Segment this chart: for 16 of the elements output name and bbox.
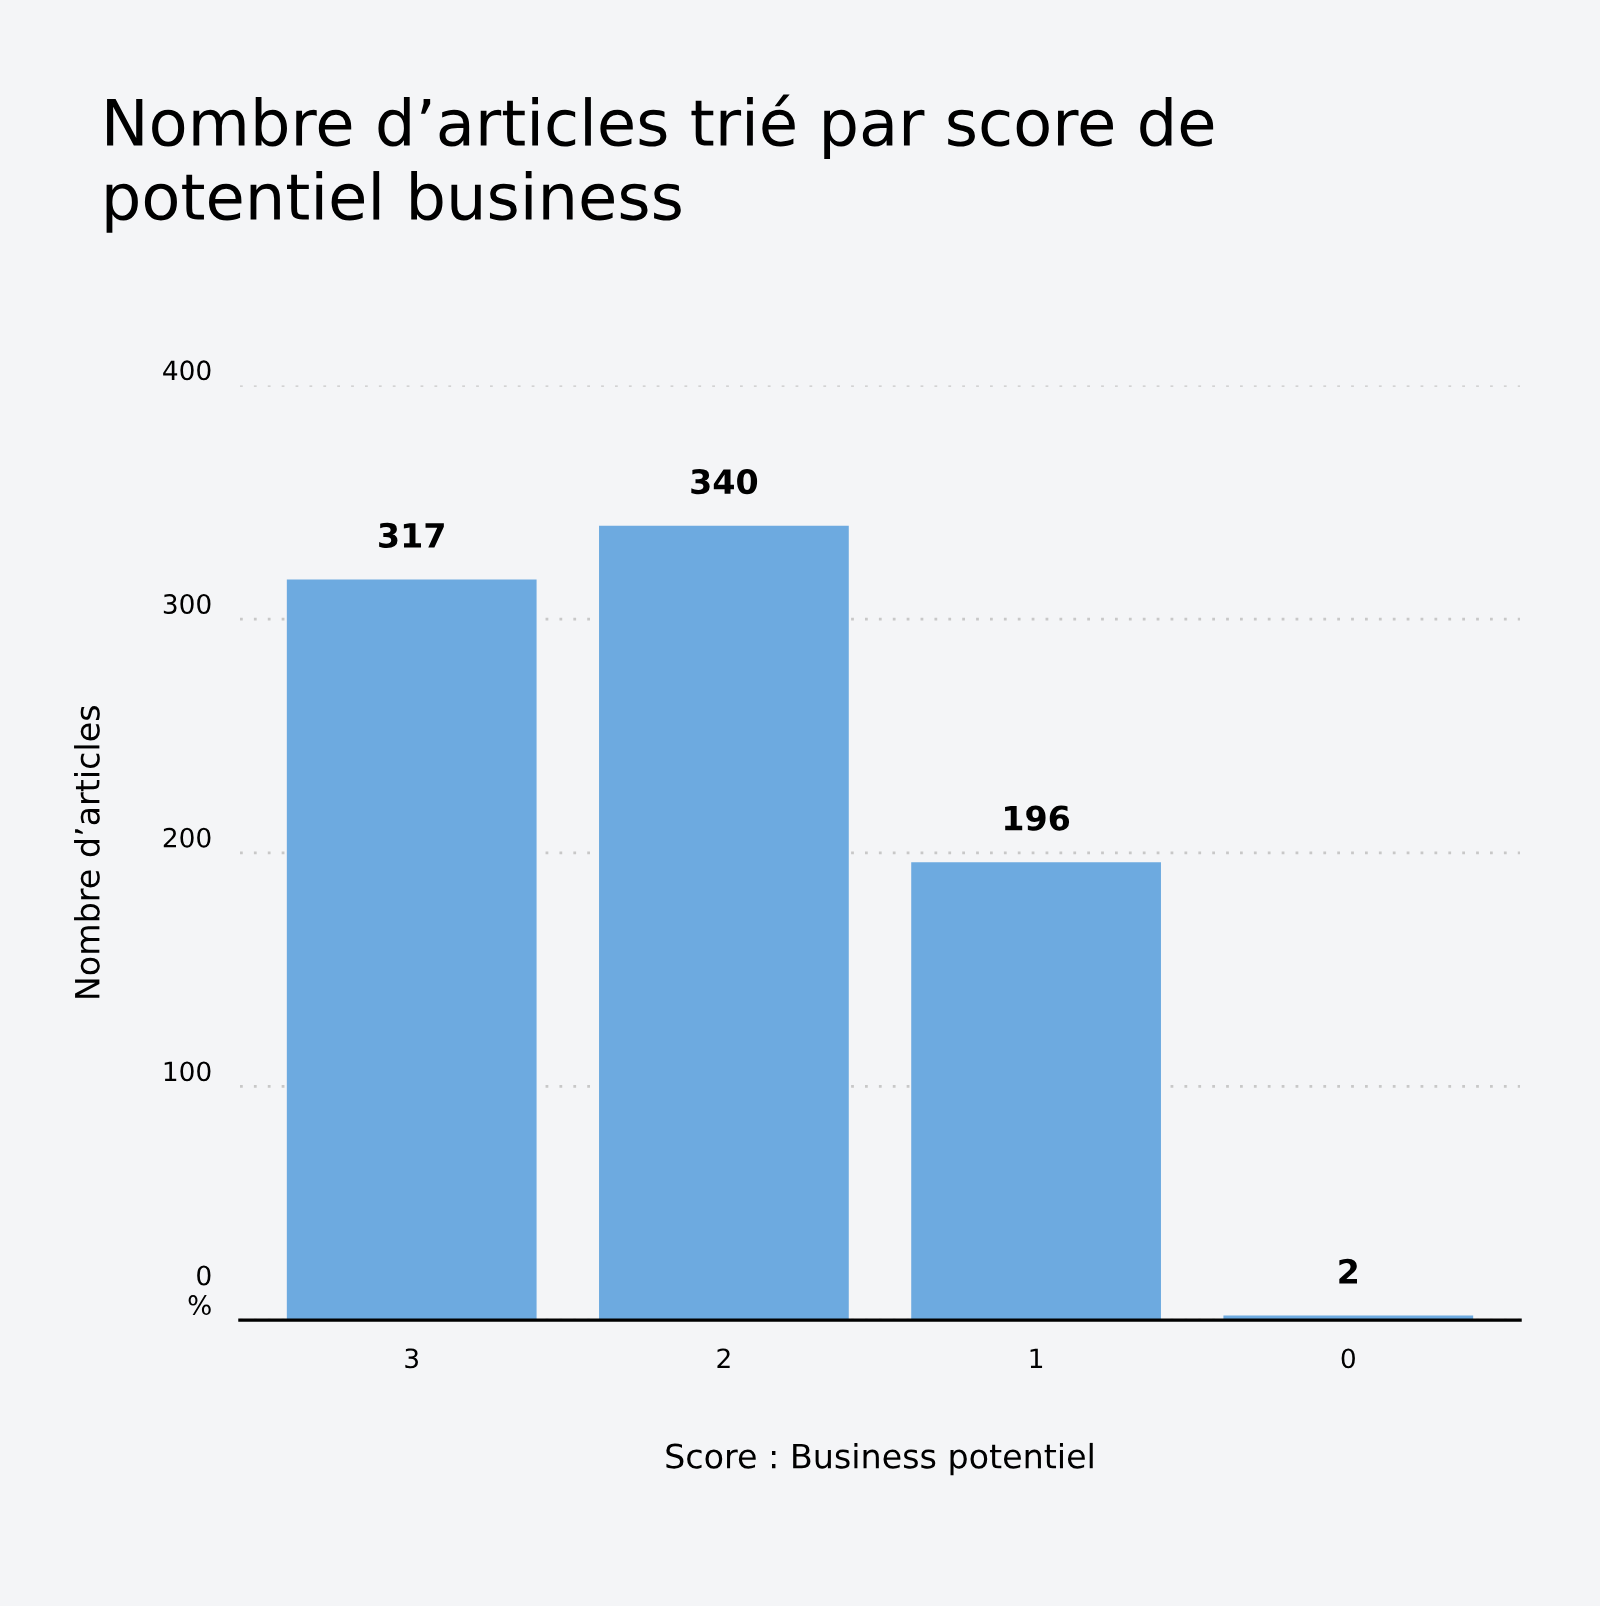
x-tick-label: 1 xyxy=(1030,1348,1043,1368)
x-tick-label: 2 xyxy=(717,1348,730,1368)
chart-title: Nombre d’articles trié par score de potentiel business xyxy=(106,94,1214,233)
y-tick-label: 400 xyxy=(163,360,211,381)
data-label: 317 xyxy=(379,522,444,548)
y-tick-label: 200 xyxy=(163,827,211,848)
y-tick-label: 0 % xyxy=(188,1265,211,1316)
x-axis-title: Score : Business potentiel xyxy=(666,1442,1093,1476)
data-label: 2 xyxy=(1339,1258,1357,1284)
y-axis-title: Nombre d’articles xyxy=(74,706,100,998)
x-tick-label: 3 xyxy=(405,1348,418,1369)
data-label: 340 xyxy=(691,468,758,495)
y-tick-label: 100 xyxy=(164,1061,211,1082)
data-label: 196 xyxy=(1005,805,1070,831)
y-tick-label: 300 xyxy=(163,594,211,614)
x-tick-label: 0 xyxy=(1341,1348,1355,1369)
